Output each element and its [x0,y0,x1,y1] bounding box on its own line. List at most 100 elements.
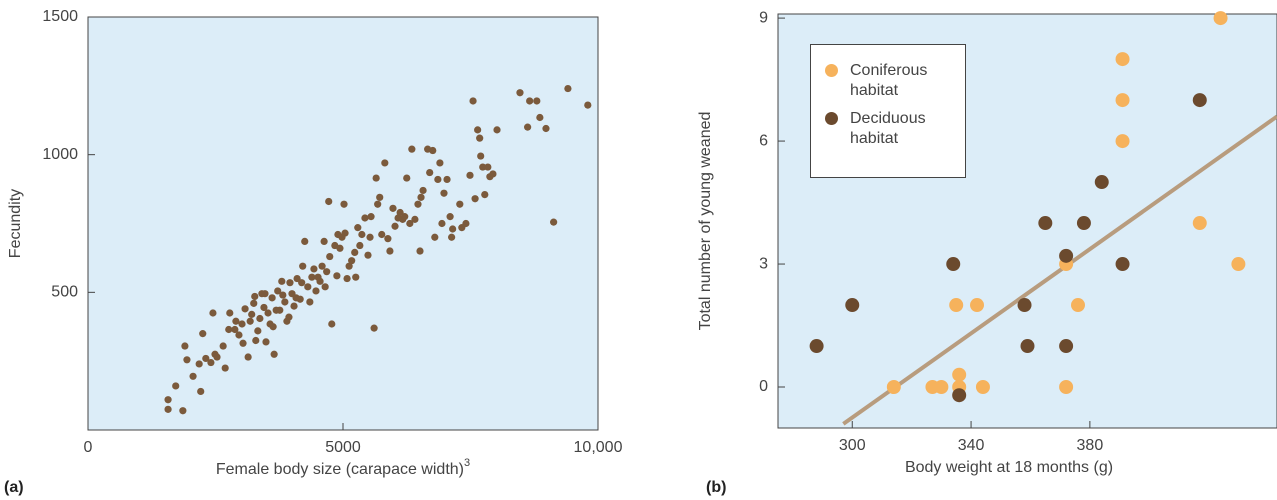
point [286,279,294,287]
point [226,309,234,317]
x-tick-label: 300 [839,437,866,454]
legend-swatch [825,112,838,125]
x-tick-label: 10,000 [574,439,623,456]
point [326,252,334,261]
point [264,309,272,317]
point [526,97,534,105]
point [293,274,301,283]
point [456,200,464,208]
x-axis-label-text: Body weight at 18 months (g) [905,459,1113,476]
point [809,339,824,354]
point [352,273,360,281]
point [414,200,422,208]
point [310,265,318,273]
point [411,215,419,223]
point [550,218,558,226]
point [1213,11,1228,26]
point [481,190,489,199]
point [1070,298,1085,313]
point [1020,339,1035,354]
point [389,204,397,212]
point [199,330,207,338]
point [946,257,961,272]
plot-area [87,16,599,431]
point [524,123,532,131]
point [250,299,258,307]
point [304,283,312,291]
point [367,213,375,221]
point [466,171,474,179]
point [484,163,492,171]
point [354,224,362,232]
y-tick-label: 3 [759,255,768,272]
point [261,290,269,298]
point [462,219,470,228]
point [431,233,439,241]
point [443,175,451,184]
point [296,295,304,303]
point [1059,339,1074,354]
point [213,353,221,361]
point [262,338,270,346]
panel-label: (a) [4,479,24,496]
point [391,222,399,230]
point [471,195,479,203]
point [239,339,247,347]
point [299,262,307,270]
point [1059,248,1074,263]
x-axis-label-superscript: 3 [464,457,470,469]
y-tick-label: 500 [51,284,78,301]
point [207,358,215,367]
point [301,237,309,245]
point [434,175,442,184]
point [328,320,336,328]
point [336,244,344,252]
point [341,229,349,237]
point [318,262,326,270]
point [1059,380,1074,395]
point [1038,216,1053,231]
point [542,124,550,133]
point [241,305,249,313]
point [476,134,484,142]
point [179,407,187,415]
point [164,405,172,413]
point [238,320,246,328]
legend: Coniferous habitat Deciduous habitat [810,44,966,178]
point [886,380,901,395]
point [366,233,374,241]
point [489,170,497,178]
legend-label: Coniferous habitat [850,62,928,99]
x-tick-label: 5000 [325,439,361,456]
point [358,230,366,239]
point [448,233,456,241]
point [279,291,287,299]
point [345,262,353,270]
point [306,298,314,306]
legend-item: Coniferous habitat [821,61,955,101]
y-tick-label: 1000 [42,146,78,163]
point [321,283,329,291]
point [235,331,243,339]
x-tick-label: 380 [1077,437,1104,454]
point [340,200,348,208]
point [401,213,409,221]
point [221,364,229,372]
point [281,298,289,306]
point [381,159,389,167]
point [248,310,256,318]
point [276,306,284,314]
point [845,298,860,313]
x-tick-label: 0 [84,439,93,456]
point [260,303,268,312]
point [1017,298,1032,313]
point [438,219,446,228]
point [474,126,482,134]
point [232,317,240,325]
point [209,309,217,317]
panel-label: (b) [706,479,726,496]
point [416,247,424,255]
point [975,380,990,395]
point [374,200,382,208]
